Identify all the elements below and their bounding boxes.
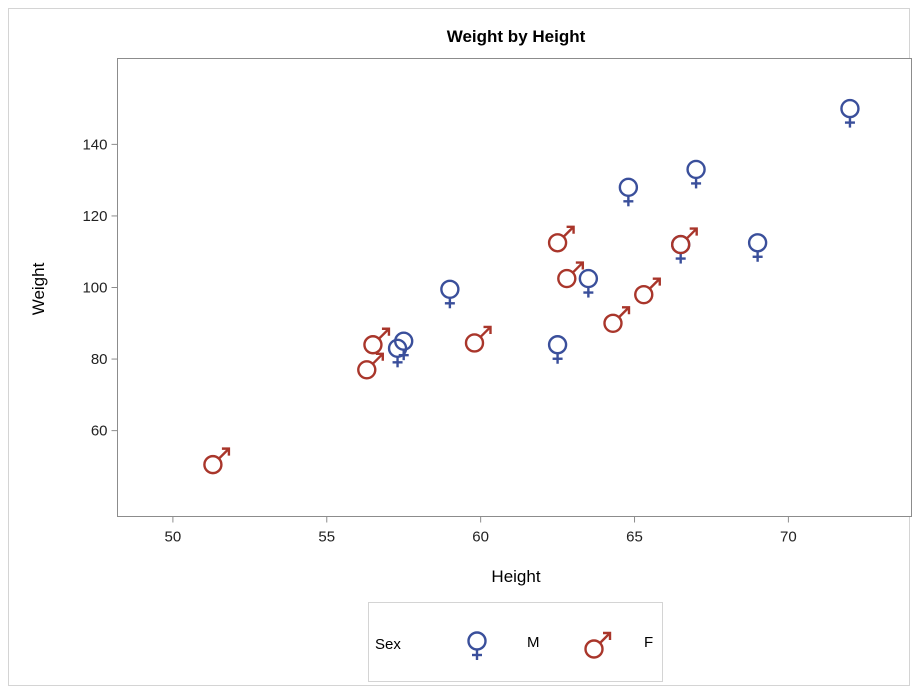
point-m [440,279,460,309]
plot-area [117,58,912,517]
legend-marker-f [584,631,612,659]
point-f [634,277,661,305]
legend-box [368,602,663,682]
x-tick-label: 70 [780,529,797,546]
chart-title: Weight by Height [447,27,586,46]
point-m [747,233,768,262]
x-tick-label: 55 [318,529,335,546]
x-axis-label: Height [491,567,540,586]
point-f [203,447,231,475]
x-tick-label: 50 [165,529,182,546]
point-m [578,268,599,298]
y-tick-label: 140 [82,136,107,153]
point-m [840,98,860,128]
legend-marker-m [467,631,487,660]
point-f [603,306,631,333]
legend-label-f: F [644,634,653,651]
point-f [363,327,391,355]
legend-title: Sex [375,636,401,653]
y-tick-label: 80 [91,351,108,368]
x-axis: 50 55 60 65 70 [165,516,797,546]
y-tick-label: 120 [82,208,107,225]
legend-label-m: M [527,634,540,651]
y-axis: 60 80 100 120 140 [82,136,118,440]
x-tick-label: 60 [472,529,489,546]
data-points [203,98,860,475]
point-f [547,225,575,253]
point-f [557,261,585,289]
point-f [464,325,492,353]
point-m [686,159,706,189]
point-f [357,352,384,380]
point-m [618,177,639,207]
y-tick-label: 60 [91,423,108,440]
point-m [394,331,414,361]
x-tick-label: 65 [626,529,643,546]
point-m [547,335,568,364]
point-f [670,227,698,255]
y-tick-label: 100 [82,280,107,297]
y-axis-label: Weight [29,262,48,315]
